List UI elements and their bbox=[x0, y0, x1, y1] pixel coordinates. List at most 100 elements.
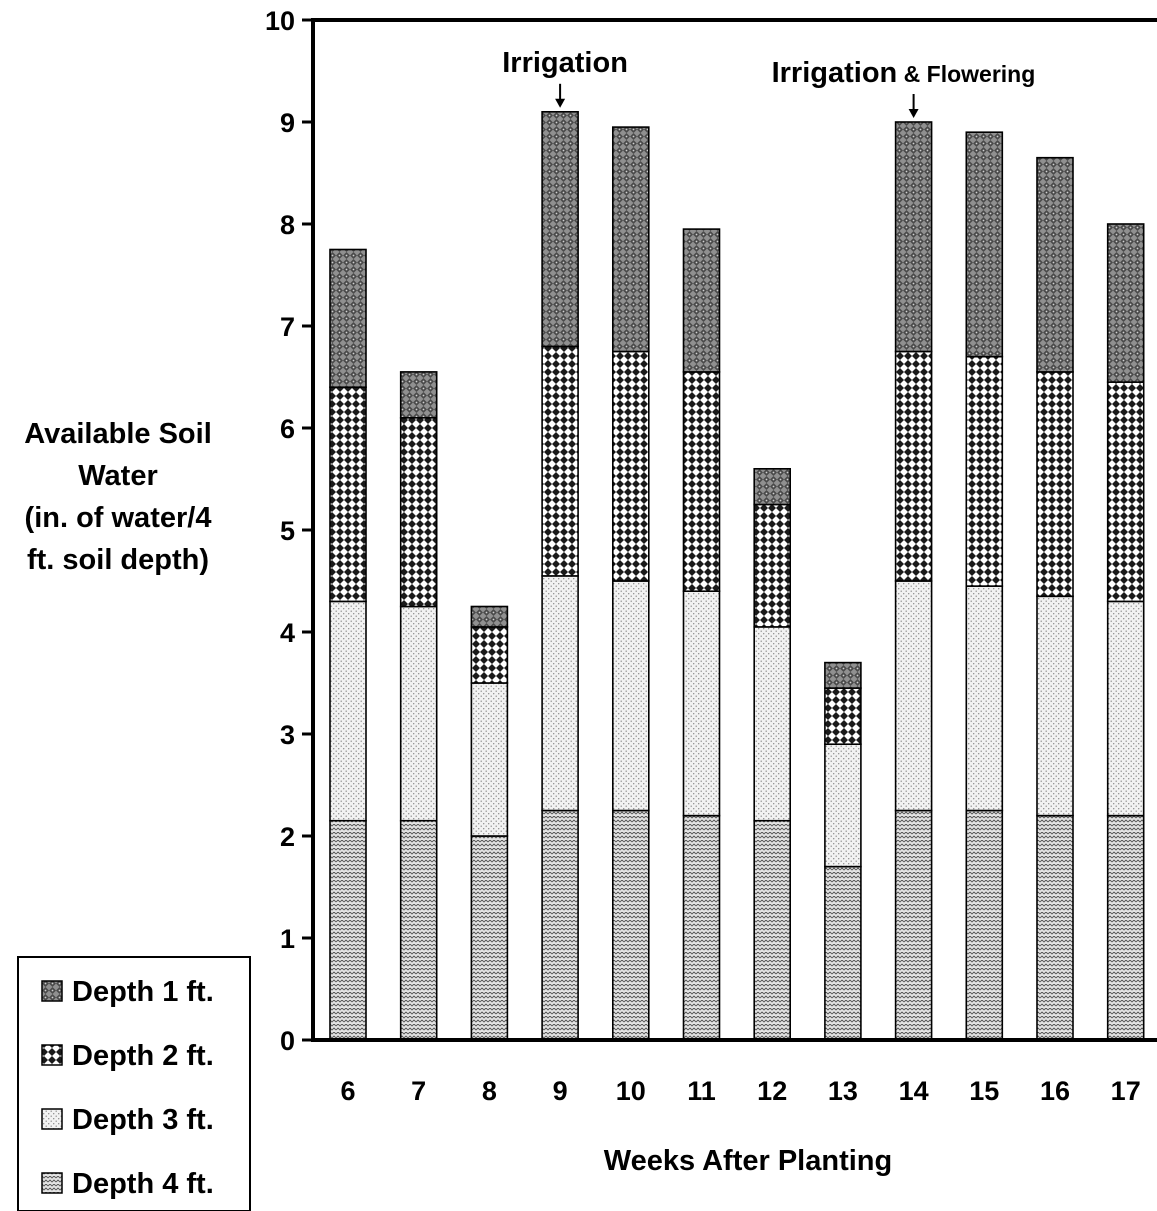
legend-swatch-depth-1 bbox=[41, 980, 63, 1002]
y-tick-label: 5 bbox=[280, 516, 295, 546]
y-tick-label: 6 bbox=[280, 414, 295, 444]
legend-label-depth-3: Depth 3 ft. bbox=[72, 1104, 214, 1136]
y-tick-labels: 0 1 2 3 4 5 6 7 8 9 10 bbox=[265, 6, 295, 1056]
bar-week-10-depth-3-ft bbox=[611, 580, 650, 812]
bar-week-12-depth-3-ft bbox=[753, 626, 792, 822]
bar-week-11-depth-4-ft bbox=[682, 814, 721, 1041]
legend-item-depth-3: Depth 3 ft. bbox=[41, 1104, 214, 1136]
y-axis-title-line-1: Available Soil bbox=[24, 418, 212, 450]
bar-week-15-depth-3-ft bbox=[965, 585, 1004, 812]
y-axis-title-line-3: (in. of water/4 bbox=[25, 502, 212, 534]
bar-week-7-depth-1-ft bbox=[399, 371, 438, 419]
bar-week-15-depth-4-ft bbox=[965, 809, 1004, 1041]
legend: Depth 1 ft. Depth 2 ft. Depth 3 ft. Dept… bbox=[17, 956, 251, 1211]
legend-swatch-depth-2 bbox=[41, 1044, 63, 1066]
y-tick-label: 7 bbox=[280, 312, 295, 342]
y-tick-label: 4 bbox=[280, 618, 295, 648]
bar-week-15-depth-1-ft bbox=[965, 131, 1004, 358]
bar-week-10-depth-4-ft bbox=[611, 809, 650, 1041]
axes bbox=[302, 18, 1157, 1042]
bar-week-15-depth-2-ft bbox=[965, 355, 1004, 587]
y-tick-label: 9 bbox=[280, 108, 295, 138]
legend-item-depth-1: Depth 1 ft. bbox=[41, 976, 214, 1008]
bar-week-9-depth-1-ft bbox=[541, 111, 579, 348]
bar-week-17-depth-4-ft bbox=[1106, 814, 1145, 1041]
annotation-week-14: Irrigation & Flowering bbox=[772, 57, 1036, 118]
annotation-arrow-head bbox=[555, 98, 566, 108]
x-tick-label: 8 bbox=[482, 1076, 497, 1106]
bar-week-6-depth-3-ft bbox=[329, 600, 367, 822]
bar-week-14-depth-2-ft bbox=[894, 350, 933, 582]
annotation-label: Irrigation & Flowering bbox=[772, 57, 1036, 89]
x-tick-labels: 6 7 8 9 10 11 12 13 14 15 16 17 bbox=[340, 1076, 1140, 1106]
bar-week-13-depth-2-ft bbox=[824, 687, 862, 745]
bar-week-17-depth-2-ft bbox=[1106, 381, 1145, 603]
bar-week-9-depth-4-ft bbox=[541, 809, 579, 1041]
bar-week-8-depth-3-ft bbox=[470, 682, 509, 837]
x-tick-label: 13 bbox=[828, 1076, 858, 1106]
legend-item-depth-4: Depth 4 ft. bbox=[41, 1168, 214, 1200]
y-tick-label: 3 bbox=[280, 720, 295, 750]
x-tick-label: 17 bbox=[1111, 1076, 1141, 1106]
y-tick-label: 2 bbox=[280, 822, 295, 852]
annotation-arrow-head bbox=[908, 109, 919, 118]
legend-swatch-depth-3 bbox=[41, 1108, 63, 1130]
bar-week-7-depth-2-ft bbox=[399, 416, 438, 608]
bar-week-11-depth-1-ft bbox=[682, 228, 721, 373]
x-tick-label: 11 bbox=[687, 1076, 716, 1106]
y-axis-title-line-2: Water bbox=[78, 460, 158, 492]
legend-item-depth-2: Depth 2 ft. bbox=[41, 1040, 214, 1072]
y-tick-label: 0 bbox=[280, 1026, 295, 1056]
x-tick-label: 6 bbox=[340, 1076, 355, 1106]
bar-week-14-depth-4-ft bbox=[894, 809, 933, 1041]
bar-week-11-depth-3-ft bbox=[682, 590, 721, 817]
bar-week-16-depth-1-ft bbox=[1036, 156, 1074, 373]
bar-week-16-depth-3-ft bbox=[1036, 595, 1074, 817]
annotation-label: Irrigation bbox=[502, 47, 628, 79]
bar-week-8-depth-4-ft bbox=[470, 835, 509, 1041]
bar-week-8-depth-2-ft bbox=[470, 626, 509, 684]
legend-label-depth-2: Depth 2 ft. bbox=[72, 1040, 214, 1072]
bar-week-11-depth-2-ft bbox=[682, 371, 721, 592]
x-tick-label: 16 bbox=[1040, 1076, 1070, 1106]
annotations: Irrigation Irrigation & Flowering bbox=[502, 47, 1035, 118]
bar-week-6-depth-2-ft bbox=[329, 386, 367, 603]
bar-week-8-depth-1-ft bbox=[470, 605, 509, 628]
bar-week-17-depth-1-ft bbox=[1106, 223, 1145, 383]
bar-week-10-depth-1-ft bbox=[611, 126, 650, 353]
y-tick-label: 10 bbox=[265, 6, 295, 36]
bar-week-9-depth-2-ft bbox=[541, 345, 579, 577]
bar-week-7-depth-4-ft bbox=[399, 819, 438, 1041]
y-tick-label: 1 bbox=[280, 924, 295, 954]
legend-swatch-depth-4 bbox=[41, 1172, 63, 1194]
bar-week-12-depth-2-ft bbox=[753, 503, 792, 628]
legend-label-depth-4: Depth 4 ft. bbox=[72, 1168, 214, 1200]
annotation-week-9: Irrigation bbox=[502, 47, 628, 108]
bar-week-12-depth-1-ft bbox=[753, 467, 792, 506]
bar-week-9-depth-3-ft bbox=[541, 575, 579, 812]
y-axis-title-line-4: ft. soil depth) bbox=[27, 544, 209, 576]
x-tick-label: 10 bbox=[616, 1076, 646, 1106]
legend-label-depth-1: Depth 1 ft. bbox=[72, 976, 214, 1008]
bar-week-17-depth-3-ft bbox=[1106, 600, 1145, 817]
x-axis-title: Weeks After Planting bbox=[604, 1145, 892, 1177]
bar-week-7-depth-3-ft bbox=[399, 605, 438, 822]
x-tick-label: 14 bbox=[899, 1076, 929, 1106]
bar-week-12-depth-4-ft bbox=[753, 819, 792, 1041]
x-tick-label: 7 bbox=[411, 1076, 426, 1106]
bar-week-14-depth-1-ft bbox=[894, 121, 933, 353]
bar-week-13-depth-4-ft bbox=[824, 865, 862, 1041]
bar-week-14-depth-3-ft bbox=[894, 580, 933, 812]
x-tick-label: 15 bbox=[969, 1076, 999, 1106]
x-tick-label: 9 bbox=[553, 1076, 568, 1106]
bar-week-6-depth-1-ft bbox=[329, 248, 367, 388]
bar-week-16-depth-2-ft bbox=[1036, 371, 1074, 598]
bar-week-6-depth-4-ft bbox=[329, 819, 367, 1041]
annotation-label-suffix: & Flowering bbox=[897, 61, 1035, 87]
x-tick-label: 12 bbox=[757, 1076, 787, 1106]
y-axis-title: Available Soil Water (in. of water/4 ft.… bbox=[24, 418, 212, 576]
bar-group bbox=[329, 111, 1145, 1041]
bar-week-16-depth-4-ft bbox=[1036, 814, 1074, 1041]
bar-week-10-depth-2-ft bbox=[611, 350, 650, 582]
